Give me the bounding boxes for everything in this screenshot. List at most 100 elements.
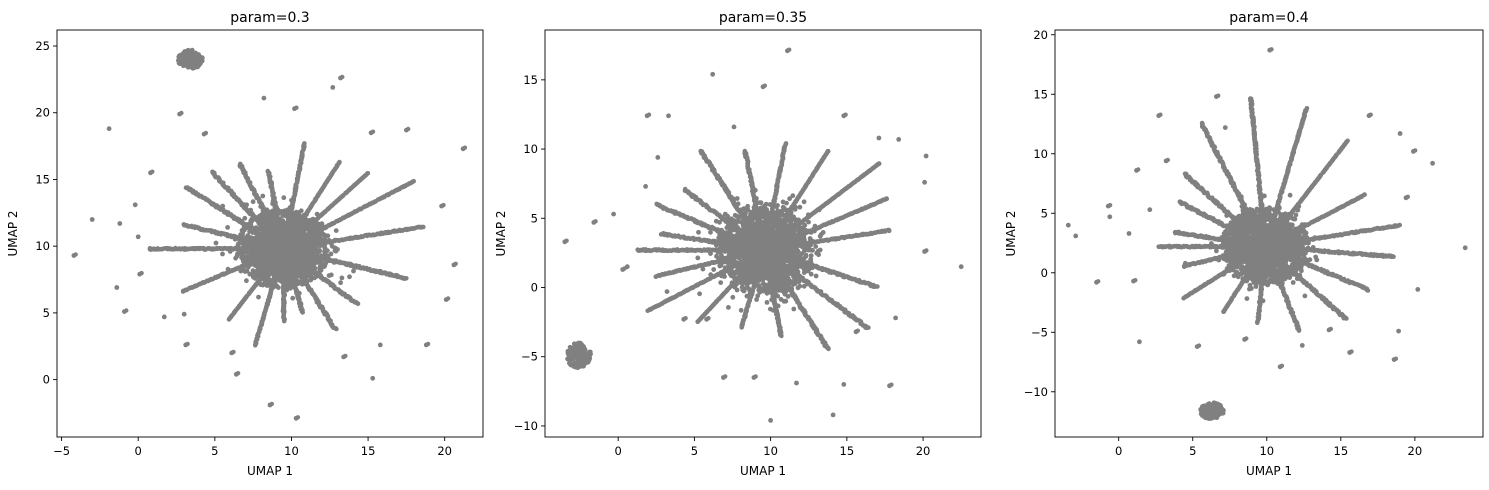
scatter-point xyxy=(377,342,383,348)
scatter-point xyxy=(453,261,458,266)
scatter-point xyxy=(351,268,356,274)
scatter-point xyxy=(730,294,736,300)
scatter-point xyxy=(778,297,784,302)
scatter-point xyxy=(273,233,278,239)
scatter-point xyxy=(337,159,342,165)
x-axis-label: UMAP 1 xyxy=(247,464,293,478)
y-tick-label: 10 xyxy=(35,239,50,253)
scatter-point xyxy=(192,54,198,60)
scatter-point xyxy=(251,274,256,280)
scatter-point xyxy=(293,209,299,215)
scatter-point xyxy=(238,161,243,167)
scatter-point xyxy=(256,294,261,300)
scatter-point xyxy=(181,62,187,68)
scatter-point xyxy=(696,229,701,235)
scatter-points xyxy=(71,47,468,421)
scatter-point xyxy=(233,255,239,261)
scatter-point xyxy=(106,126,112,132)
scatter-point xyxy=(269,401,274,407)
scatter-point xyxy=(695,255,701,261)
scatter-point xyxy=(181,222,187,227)
y-tick-label: 15 xyxy=(35,172,50,186)
scatter-point xyxy=(265,168,271,174)
scatter-point xyxy=(293,244,299,250)
scatter-point xyxy=(711,267,717,272)
scatter-point xyxy=(187,59,193,64)
scatter-point xyxy=(181,50,187,56)
scatter-point xyxy=(241,256,247,262)
y-axis-label: UMAP 2 xyxy=(6,210,20,256)
scatter-point xyxy=(328,251,334,257)
y-tick-label: 20 xyxy=(35,106,50,120)
scatter-point xyxy=(114,285,120,290)
scatter-point xyxy=(286,245,292,250)
scatter-point xyxy=(286,250,292,256)
scatter-point xyxy=(365,171,371,176)
scatter-point xyxy=(220,251,225,257)
scatter-point xyxy=(261,95,267,101)
scatter-point xyxy=(179,56,185,62)
scatter-point xyxy=(340,74,345,80)
scatter-point xyxy=(814,250,820,256)
scatter-point xyxy=(195,59,201,65)
scatter-point xyxy=(797,204,803,210)
scatter-point xyxy=(780,199,786,205)
chart-title: param=0.3 xyxy=(230,10,309,26)
scatter-point xyxy=(247,252,253,257)
scatter-point xyxy=(213,240,219,246)
x-tick-label: 0 xyxy=(135,444,142,458)
scatter-point xyxy=(235,371,241,376)
scatter-point xyxy=(406,126,411,132)
scatter-point xyxy=(270,256,276,261)
scatter-point xyxy=(279,256,285,262)
scatter-point xyxy=(404,276,409,281)
scatter-point xyxy=(425,341,431,347)
scatter-point xyxy=(264,257,270,263)
y-tick-label: 5 xyxy=(43,306,50,320)
scatter-point xyxy=(268,233,274,239)
scatter-point xyxy=(281,226,286,232)
scatter-point xyxy=(279,262,285,268)
scatter-point xyxy=(242,269,248,274)
scatter-point xyxy=(185,341,190,347)
scatter-point xyxy=(132,202,138,208)
scatter-point xyxy=(261,260,266,266)
scatter-point xyxy=(421,224,426,230)
scatter-point xyxy=(334,326,339,332)
scatter-point xyxy=(322,249,327,255)
scatter-point xyxy=(301,233,306,239)
scatter-point xyxy=(250,199,256,205)
x-tick-label: −5 xyxy=(53,444,70,458)
scatter-point xyxy=(279,235,285,241)
scatter-point xyxy=(188,54,194,60)
scatter-point xyxy=(247,271,253,277)
scatter-points xyxy=(562,47,964,423)
scatter-point xyxy=(282,208,288,214)
scatter-point xyxy=(275,260,281,266)
scatter-point xyxy=(290,226,295,232)
scatter-point xyxy=(321,264,327,269)
scatter-point xyxy=(339,275,345,281)
scatter-point xyxy=(370,375,376,381)
scatter-point xyxy=(742,256,747,262)
scatter-point xyxy=(268,238,273,244)
scatter-point xyxy=(708,229,713,235)
scatter-point xyxy=(203,130,209,136)
scatter-point xyxy=(301,246,306,251)
scatter-point xyxy=(801,199,807,205)
scatter-point xyxy=(330,85,336,90)
scatter-point xyxy=(290,295,296,301)
scatter-point xyxy=(290,240,296,246)
scatter-point xyxy=(267,242,273,248)
scatter-point xyxy=(265,249,271,255)
x-tick-label: 20 xyxy=(437,444,452,458)
scatter-point xyxy=(277,245,283,251)
scatter-point xyxy=(347,274,352,280)
x-tick-label: 10 xyxy=(284,444,299,458)
scatter-point xyxy=(264,283,270,288)
scatter-point xyxy=(117,221,123,226)
scatter-point xyxy=(697,291,702,297)
scatter-point xyxy=(150,169,155,174)
x-tick-label: 5 xyxy=(211,444,218,458)
